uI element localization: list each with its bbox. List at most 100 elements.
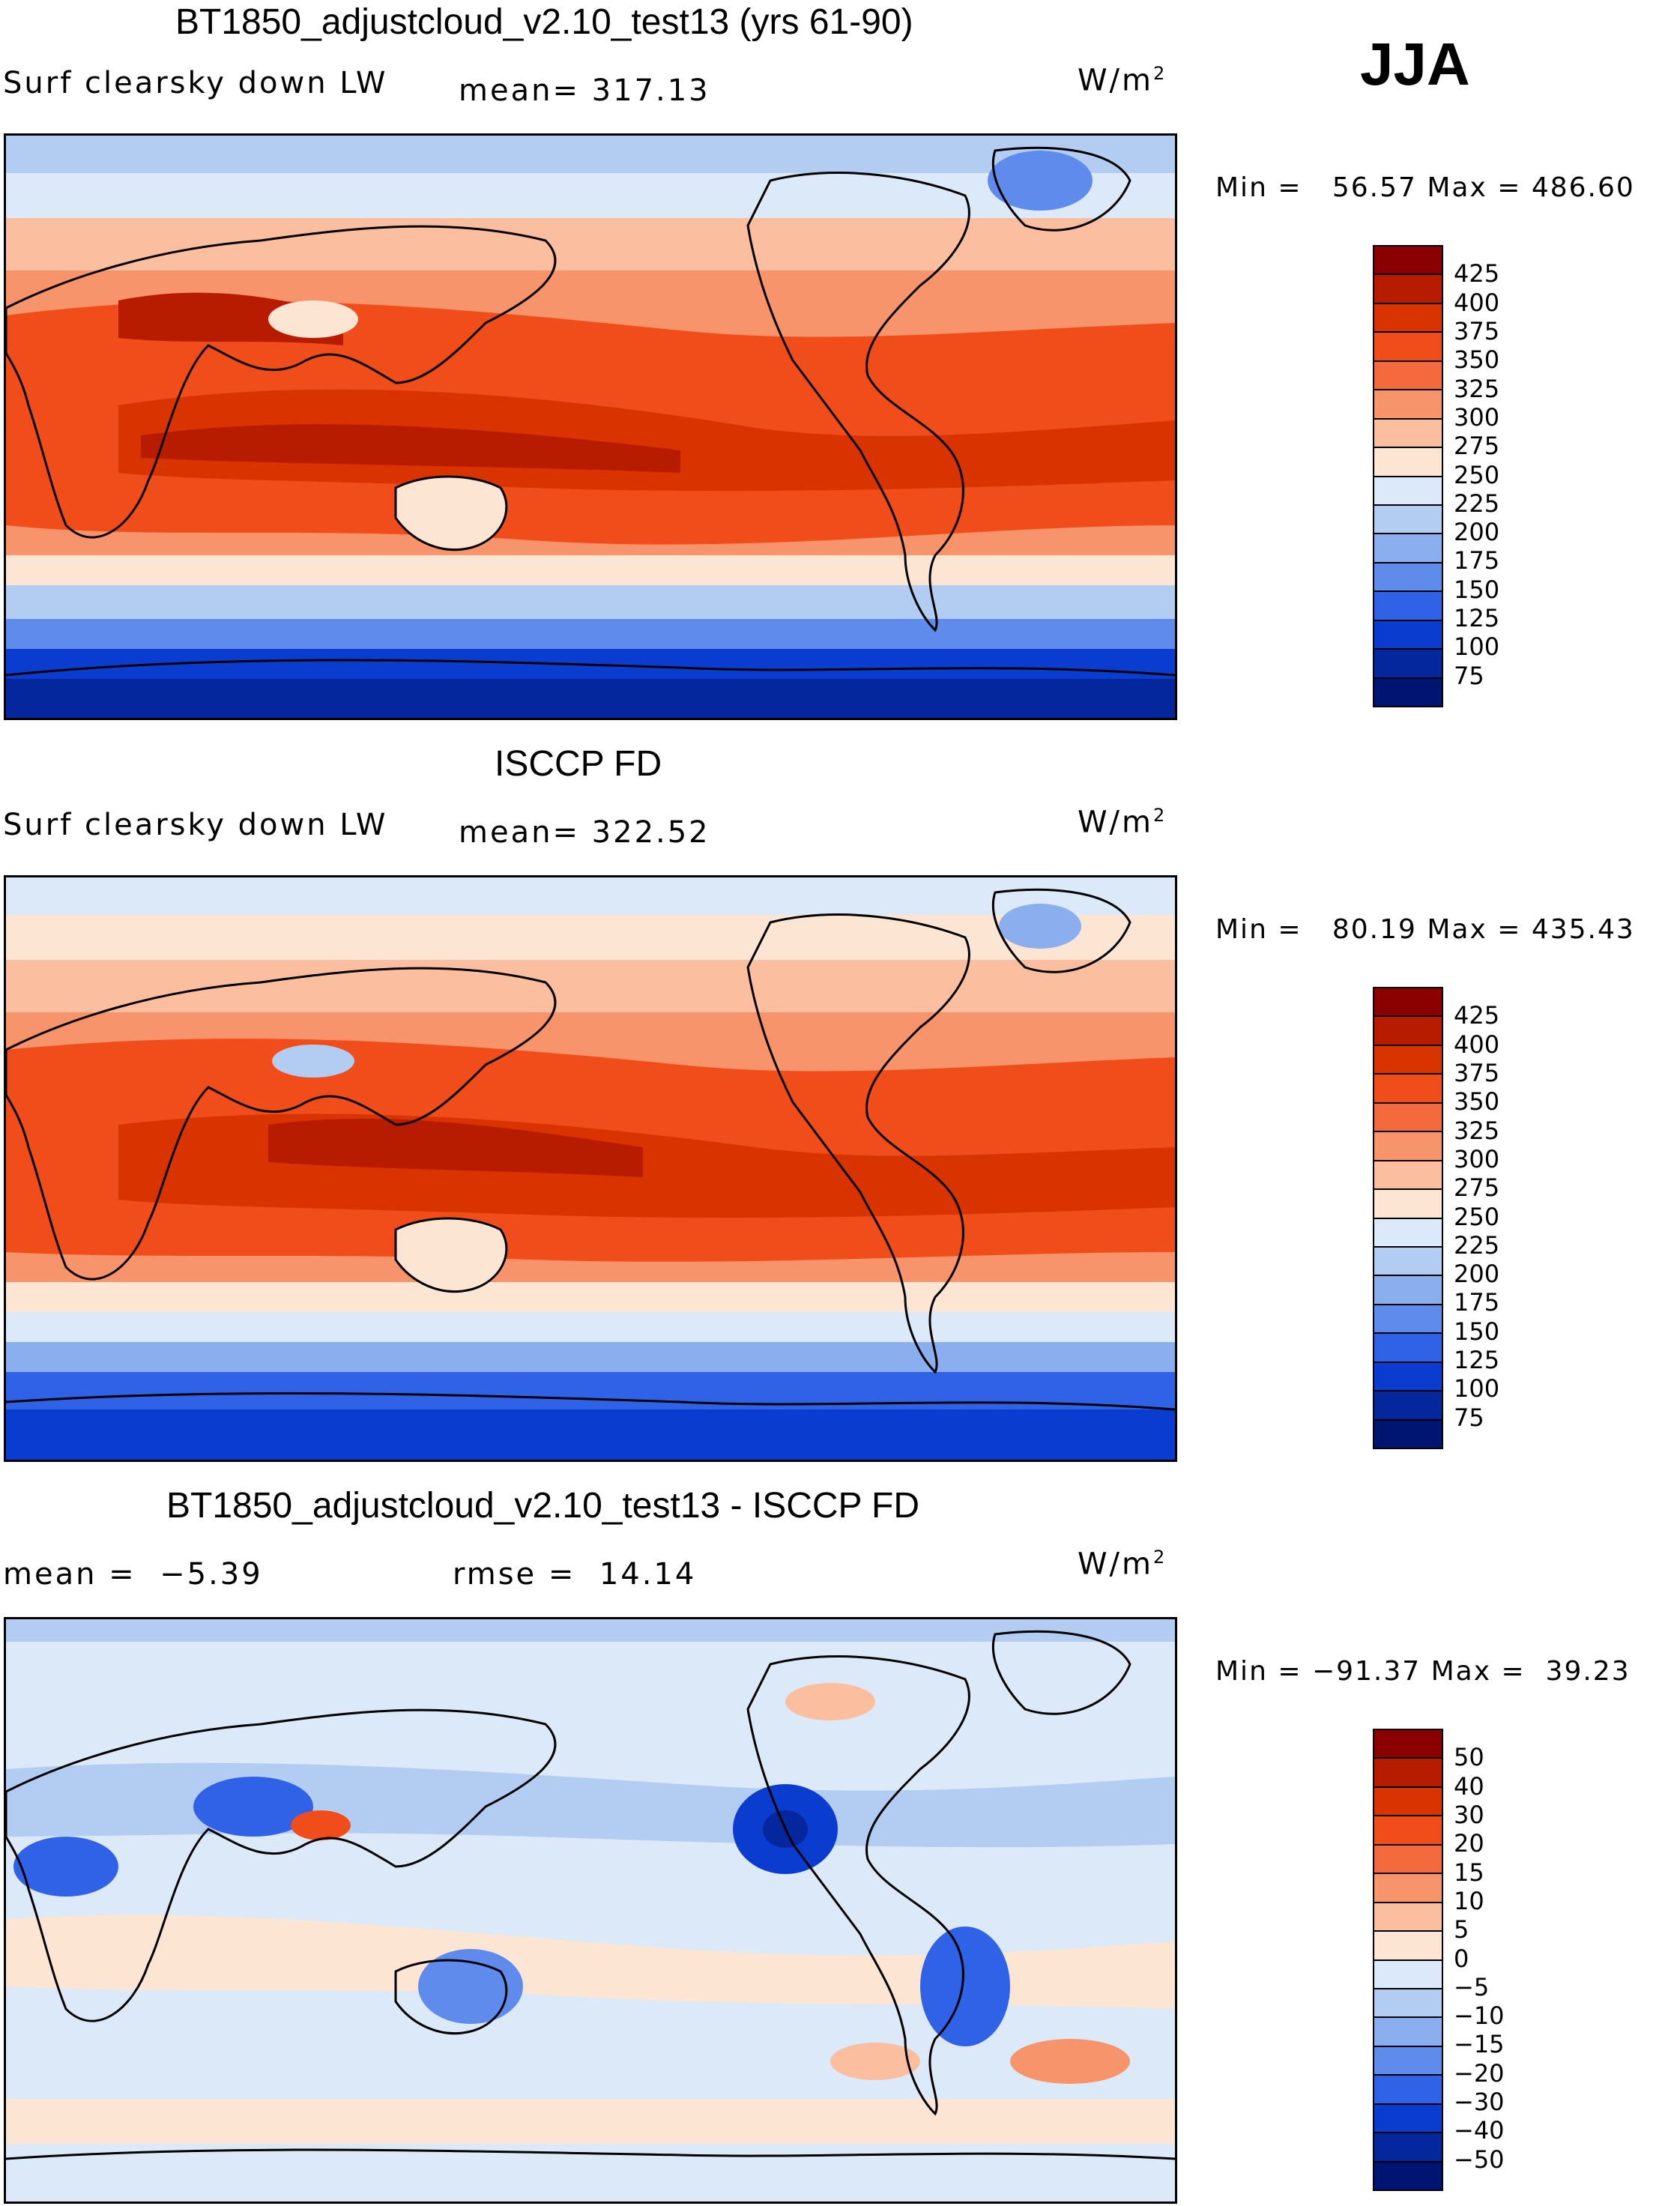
colorbar-label: −30 — [1454, 2088, 1505, 2117]
panel2-variable-label: Surf clearsky down LW — [3, 808, 388, 842]
colorbar-swatch — [1374, 988, 1442, 1018]
panel1-variable-label: Surf clearsky down LW — [3, 66, 388, 100]
colorbar-label: 225 — [1454, 1230, 1500, 1260]
panel1-map — [4, 133, 1177, 720]
colorbar-label: 75 — [1454, 1403, 1484, 1432]
colorbar-label: 375 — [1454, 316, 1500, 345]
colorbar-label: 300 — [1454, 402, 1500, 432]
panel3-title: BT1850_adjustcloud_v2.10_test13 - ISCCP … — [166, 1486, 920, 1526]
colorbar-label: −10 — [1454, 2001, 1505, 2031]
colorbar-swatch — [1374, 1075, 1442, 1104]
colorbar-swatch — [1374, 1391, 1442, 1421]
colorbar-label: 100 — [1454, 1374, 1500, 1403]
colorbar-label: 375 — [1454, 1058, 1500, 1087]
colorbar-label: 0 — [1454, 1944, 1469, 1973]
colorbar-label: 150 — [1454, 575, 1500, 604]
colorbar-swatch — [1374, 1190, 1442, 1219]
panel2-minmax: Min = 80.19 Max = 435.43 — [1215, 914, 1635, 945]
colorbar-label: 125 — [1454, 604, 1500, 633]
colorbar-swatch — [1374, 333, 1442, 362]
colorbar-swatch — [1374, 1960, 1442, 1989]
colorbar-label: 200 — [1454, 518, 1500, 547]
colorbar-label: 250 — [1454, 1202, 1500, 1231]
colorbar-swatch — [1374, 1989, 1442, 2019]
colorbar-swatch — [1374, 477, 1442, 506]
colorbar-label: 300 — [1454, 1144, 1500, 1173]
panel1-mean-label: mean= 317.13 — [459, 73, 710, 108]
colorbar-label: 325 — [1454, 1116, 1500, 1145]
colorbar-swatch — [1374, 1334, 1442, 1363]
colorbar-label: 50 — [1454, 1743, 1484, 1772]
colorbar-label: −20 — [1454, 2058, 1505, 2088]
colorbar-swatch — [1374, 534, 1442, 563]
colorbar-label: 75 — [1454, 661, 1484, 690]
colorbar-swatch — [1374, 275, 1442, 304]
colorbar-swatch — [1374, 1362, 1442, 1392]
colorbar-swatch — [1374, 390, 1442, 420]
colorbar-swatch — [1374, 1305, 1442, 1335]
colorbar-swatch — [1374, 1247, 1442, 1277]
season-label: JJA — [1360, 31, 1470, 97]
panel1-colorbar-labels: 425 400 375 350 325 300 275 250 225 200 175 150 … — [1454, 245, 1544, 704]
colorbar-swatch — [1374, 1017, 1442, 1046]
colorbar-swatch — [1374, 419, 1442, 449]
colorbar-label: 15 — [1454, 1858, 1484, 1887]
colorbar-swatch — [1374, 1759, 1442, 1788]
colorbar-label: 200 — [1454, 1260, 1500, 1289]
colorbar-swatch — [1374, 303, 1442, 333]
panel3-units: W/m2 — [1078, 1547, 1167, 1582]
colorbar-label: 425 — [1454, 259, 1500, 288]
colorbar-swatch — [1374, 678, 1442, 706]
colorbar-swatch — [1374, 361, 1442, 391]
colorbar-swatch — [1374, 247, 1442, 276]
colorbar-swatch — [1374, 2076, 1442, 2105]
colorbar-swatch — [1374, 1132, 1442, 1161]
colorbar-swatch — [1374, 2162, 1442, 2190]
colorbar-swatch — [1374, 1845, 1442, 1875]
colorbar-label: 40 — [1454, 1771, 1484, 1801]
colorbar-swatch — [1374, 448, 1442, 477]
colorbar-label: 225 — [1454, 489, 1500, 518]
colorbar-label: 125 — [1454, 1346, 1500, 1375]
colorbar-swatch — [1374, 2046, 1442, 2076]
colorbar-label: 275 — [1454, 432, 1500, 461]
colorbar-label: 20 — [1454, 1829, 1484, 1858]
panel3-mean-label: mean = −5.39 — [3, 1557, 263, 1592]
panel3-colorbar-labels: 50 40 30 20 15 10 5 0 −5 −10 −15 −20 −30 −40 −50 — [1454, 1729, 1544, 2188]
colorbar-label: 350 — [1454, 1087, 1500, 1116]
panel2-map — [4, 875, 1177, 1462]
colorbar-label: 350 — [1454, 345, 1500, 375]
colorbar-swatch — [1374, 1787, 1442, 1817]
colorbar-swatch — [1374, 1932, 1442, 1961]
colorbar-swatch — [1374, 2104, 1442, 2134]
colorbar-label: 5 — [1454, 1915, 1469, 1944]
panel3-map — [4, 1617, 1177, 2204]
colorbar-label: 400 — [1454, 1030, 1500, 1059]
panel1-colorbar — [1373, 245, 1443, 707]
colorbar-label: 175 — [1454, 1288, 1500, 1317]
colorbar-swatch — [1374, 1816, 1442, 1846]
colorbar-swatch — [1374, 1045, 1442, 1075]
colorbar-label: 425 — [1454, 1001, 1500, 1030]
colorbar-swatch — [1374, 650, 1442, 679]
panel2-colorbar-labels: 425 400 375 350 325 300 275 250 225 200 175 150 … — [1454, 987, 1544, 1446]
colorbar-swatch — [1374, 1903, 1442, 1932]
colorbar-label: −50 — [1454, 2145, 1505, 2174]
colorbar-label: 10 — [1454, 1886, 1484, 1915]
colorbar-swatch — [1374, 2133, 1442, 2163]
colorbar-label: 400 — [1454, 288, 1500, 317]
colorbar-label: 150 — [1454, 1317, 1500, 1346]
panel3-colorbar — [1373, 1729, 1443, 2191]
panel1-units: W/m2 — [1078, 63, 1167, 98]
colorbar-label: 275 — [1454, 1173, 1500, 1203]
panel2-mean-label: mean= 322.52 — [459, 815, 710, 850]
colorbar-swatch — [1374, 505, 1442, 535]
colorbar-swatch — [1374, 563, 1442, 593]
panel3-minmax: Min = −91.37 Max = 39.23 — [1215, 1656, 1631, 1687]
panel1-title: BT1850_adjustcloud_v2.10_test13 (yrs 61-… — [175, 2, 913, 42]
colorbar-swatch — [1374, 1161, 1442, 1191]
colorbar-label: 250 — [1454, 460, 1500, 489]
colorbar-swatch — [1374, 1103, 1442, 1133]
colorbar-label: 325 — [1454, 374, 1500, 403]
colorbar-label: −15 — [1454, 2030, 1505, 2059]
